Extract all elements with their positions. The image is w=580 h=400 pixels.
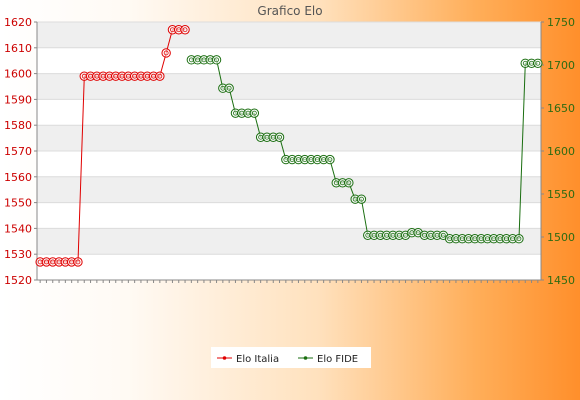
left-tick-label: 1610 xyxy=(4,42,32,55)
legend-entry-elo-fide: Elo FIDE xyxy=(298,354,358,365)
left-tick-label: 1540 xyxy=(4,222,32,235)
chart-title: Grafico Elo xyxy=(257,4,322,18)
data-point-elo-fide xyxy=(356,194,367,204)
left-tick-label: 1560 xyxy=(4,171,32,184)
data-point-core-elo-italia xyxy=(182,27,188,33)
legend: Elo Italia Elo FIDE xyxy=(211,347,371,368)
data-point-core-elo-fide xyxy=(327,157,333,163)
left-tick-label: 1620 xyxy=(4,16,32,29)
legend-marker-elo-italia xyxy=(222,356,227,360)
right-tick-label: 1450 xyxy=(547,274,575,287)
data-point-core-elo-fide xyxy=(403,232,408,238)
legend-box xyxy=(211,347,371,368)
right-tick-label: 1600 xyxy=(547,145,575,158)
data-point-elo-fide xyxy=(211,55,222,65)
plot-band xyxy=(37,22,541,48)
data-point-elo-italia xyxy=(161,48,171,58)
data-point-elo-italia xyxy=(180,25,190,35)
right-axis-ticks: 1450 1500 1550 1600 1650 1700 1750 xyxy=(541,16,575,287)
right-tick-label: 1550 xyxy=(547,188,575,201)
data-point-elo-fide xyxy=(325,154,335,165)
data-point-elo-italia xyxy=(73,257,83,267)
data-point-core-elo-fide xyxy=(440,232,446,238)
plot-background xyxy=(37,22,541,280)
data-point-core-elo-fide xyxy=(415,230,421,236)
data-point-core-elo-fide xyxy=(277,134,282,140)
data-point-core-elo-fide xyxy=(346,180,352,186)
data-point-core-elo-italia xyxy=(163,50,169,56)
data-point-elo-fide xyxy=(249,108,260,118)
plot-band xyxy=(37,125,541,151)
data-point-core-elo-fide xyxy=(251,110,257,116)
plot-band xyxy=(37,99,541,126)
left-tick-label: 1550 xyxy=(4,197,32,210)
right-tick-label: 1650 xyxy=(547,102,575,115)
data-point-core-elo-fide xyxy=(516,236,522,242)
legend-entry-elo-italia: Elo Italia xyxy=(217,354,279,365)
left-tick-label: 1590 xyxy=(4,93,32,106)
right-tick-label: 1700 xyxy=(547,59,575,72)
series-layer xyxy=(35,25,543,267)
data-point-elo-fide xyxy=(274,132,285,142)
data-point-core-elo-italia xyxy=(75,259,81,265)
left-tick-label: 1530 xyxy=(4,248,32,261)
legend-marker-elo-fide xyxy=(303,356,308,360)
plot-band xyxy=(37,151,541,177)
data-point-elo-fide xyxy=(224,83,234,93)
plot-band xyxy=(37,176,541,203)
plot-band xyxy=(37,254,541,280)
left-tick-label: 1570 xyxy=(4,145,32,158)
data-point-core-elo-fide xyxy=(535,60,541,66)
left-tick-label: 1580 xyxy=(4,119,32,132)
data-point-elo-fide xyxy=(344,178,354,188)
data-point-core-elo-italia xyxy=(157,73,163,79)
data-point-elo-fide xyxy=(514,234,524,244)
legend-label-elo-fide: Elo FIDE xyxy=(317,354,358,365)
right-tick-label: 1500 xyxy=(547,231,575,244)
left-tick-label: 1520 xyxy=(4,274,32,287)
data-point-core-elo-fide xyxy=(226,85,232,91)
data-point-core-elo-fide xyxy=(359,196,364,202)
plot-band xyxy=(37,47,541,74)
x-axis-labels xyxy=(39,280,539,283)
plot-band xyxy=(37,202,541,229)
left-axis-ticks: 1520 1530 1540 1550 1560 1570 1580 1590 1600 1610… xyxy=(4,16,37,287)
left-tick-label: 1600 xyxy=(4,68,32,81)
data-point-core-elo-fide xyxy=(214,57,219,63)
right-tick-label: 1750 xyxy=(547,16,575,29)
data-point-elo-fide xyxy=(533,58,543,68)
legend-label-elo-italia: Elo Italia xyxy=(236,354,279,365)
data-point-elo-italia xyxy=(155,71,165,81)
